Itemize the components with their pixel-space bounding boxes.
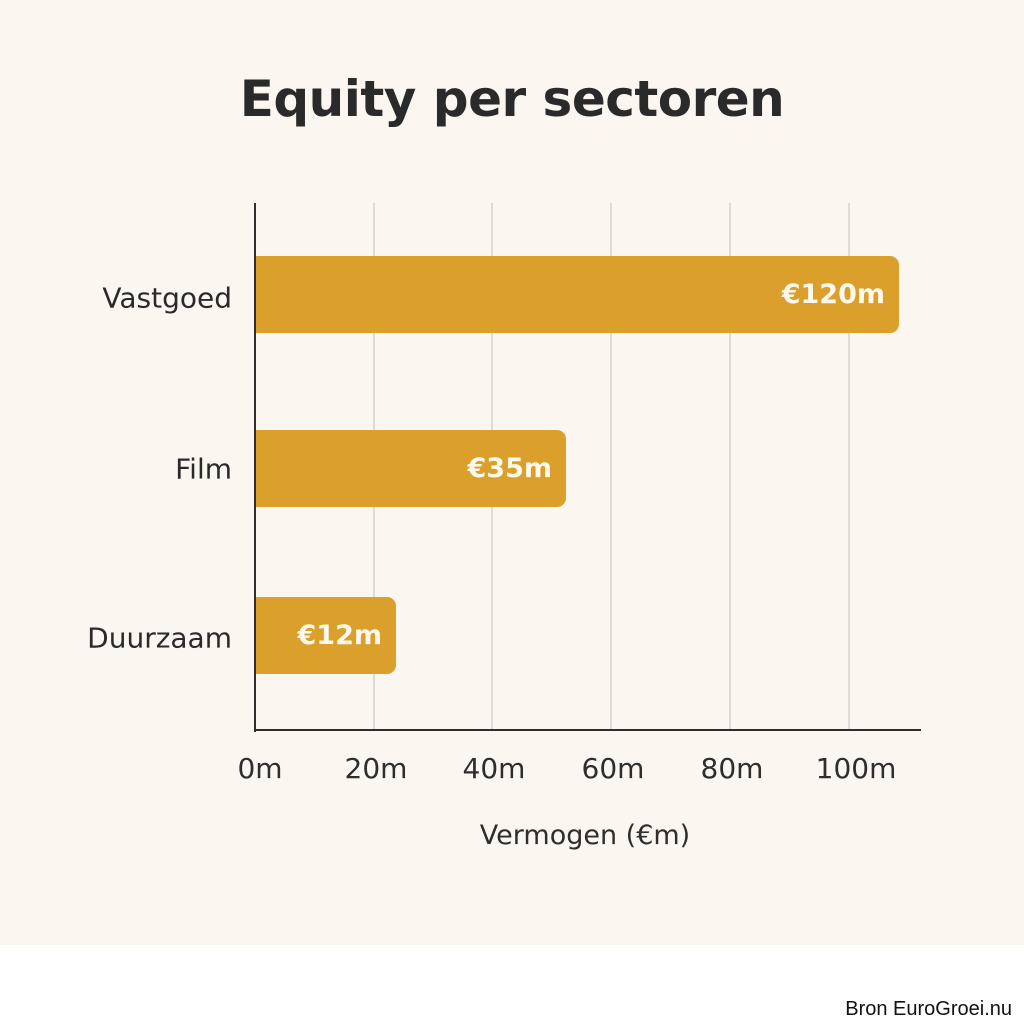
bar-vastgoed: €120m [256, 256, 899, 333]
bar-duurzaam: €12m [256, 597, 396, 674]
bar-value-label: €120m [781, 279, 885, 310]
category-label: Vastgoed [102, 281, 232, 315]
chart-panel: Equity per sectoren €120m €35m €12m Vast… [0, 0, 1024, 945]
gridline-100 [848, 203, 850, 730]
y-axis-line [254, 203, 256, 732]
x-axis-title: Vermogen (€m) [479, 820, 691, 851]
gridline-60 [610, 203, 612, 730]
x-axis-line [254, 729, 921, 731]
source-credit: Bron EuroGroei.nu [845, 998, 1012, 1020]
bar-value-label: €12m [297, 620, 383, 651]
x-tick-label: 60m [581, 752, 645, 785]
x-tick-label: 80m [700, 752, 764, 785]
x-tick-label: 100m [815, 752, 897, 785]
gridline-80 [729, 203, 731, 730]
bar-film: €35m [256, 430, 566, 507]
x-tick-label: 40m [462, 752, 526, 785]
x-tick-label: 20m [344, 752, 408, 785]
category-label: Duurzaam [87, 621, 232, 655]
category-label: Film [175, 452, 232, 486]
x-tick-label: 0m [237, 752, 283, 785]
bar-value-label: €35m [467, 453, 553, 484]
chart-title: Equity per sectoren [239, 70, 785, 128]
